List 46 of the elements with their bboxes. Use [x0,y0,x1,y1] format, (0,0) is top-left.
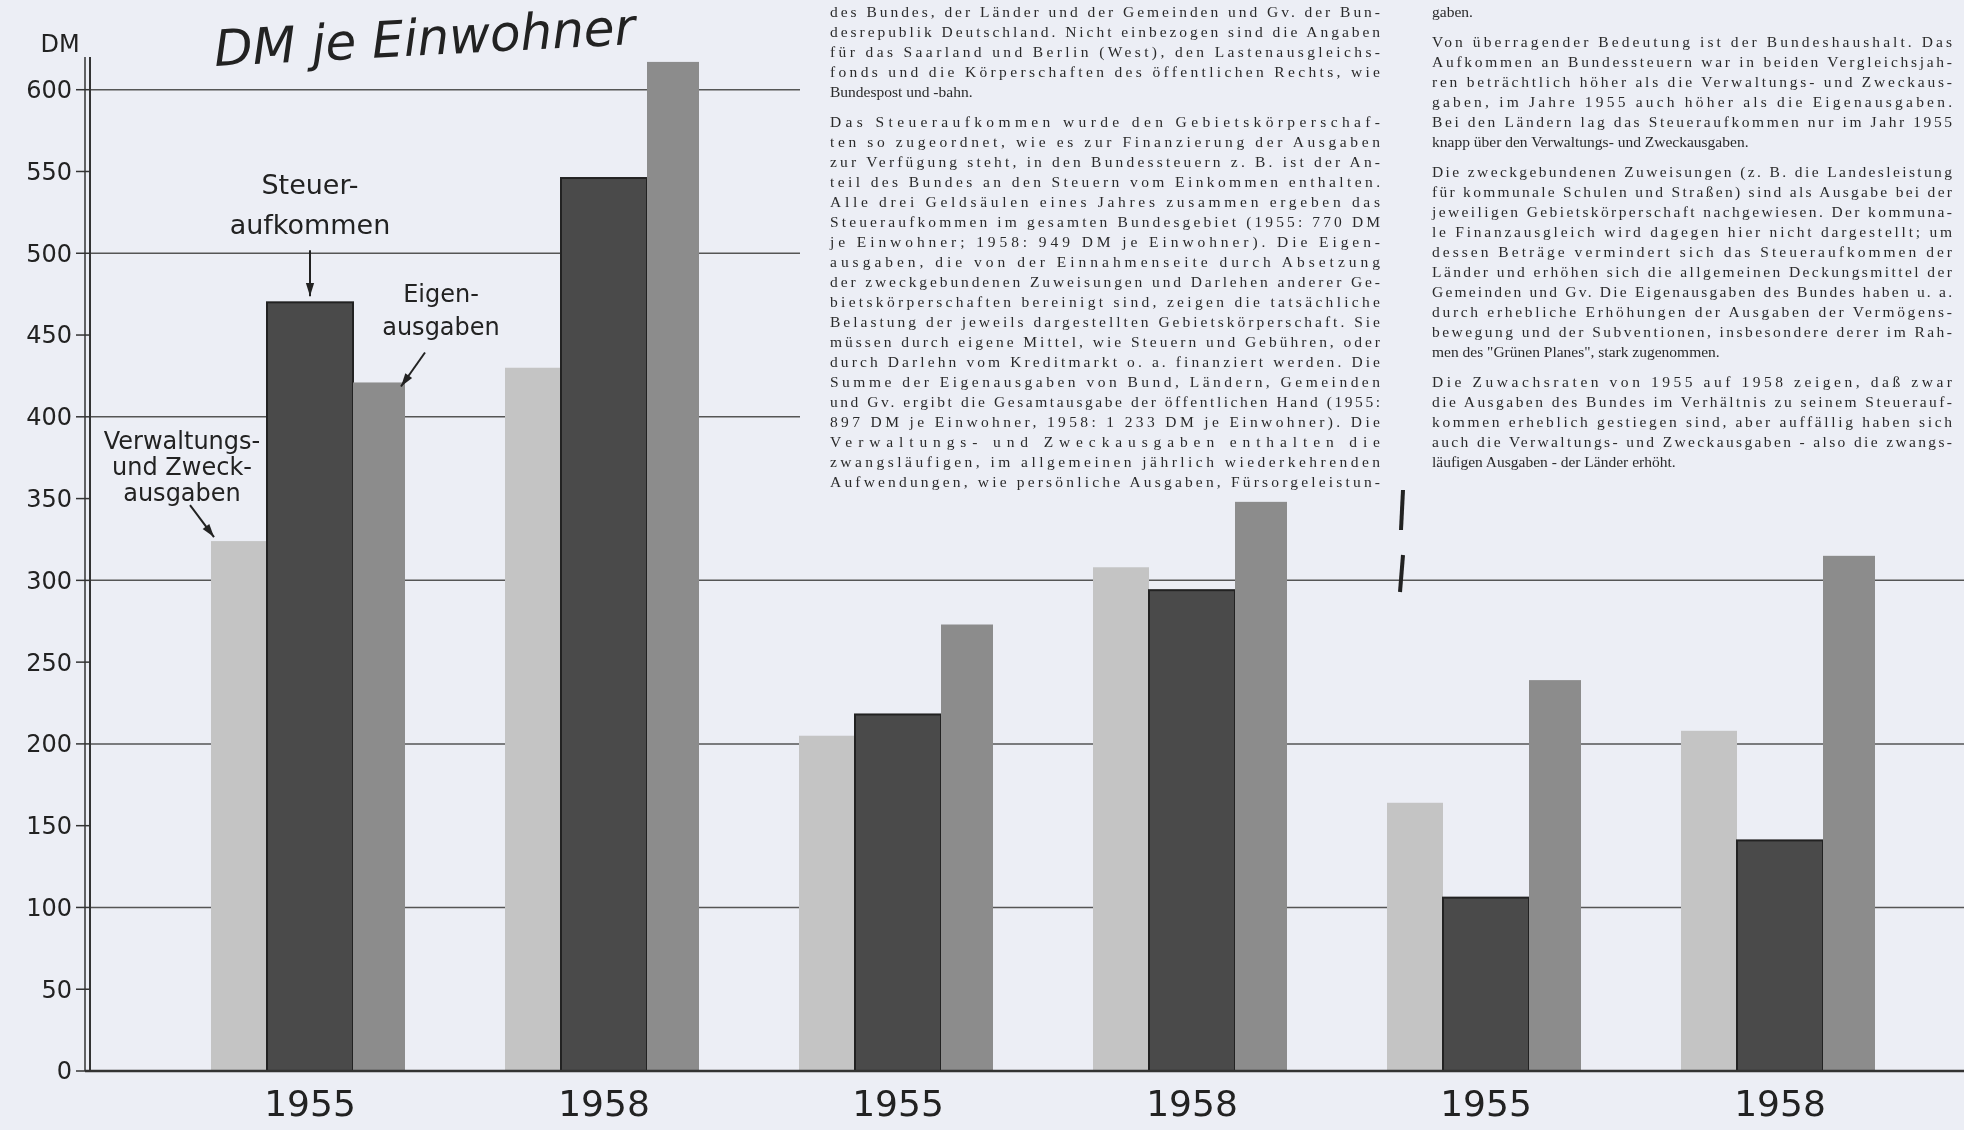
bar [1235,501,1287,1071]
bar [1148,589,1236,1072]
series-label: Eigen- ausgaben [382,280,500,342]
y-tick-label: 350 [26,484,72,513]
series-label: Verwaltungs- und Zweck- ausgaben [103,427,261,508]
annotation: Von überragender Bedeutung ist der Bundeshaushalt. Das Aufkommen an Bundessteuern war in beiden Vergleichsjah- ren beträchtlich höher als die Verwaltungs- und Zweckaus- gaben, im Jahre 1955 auch höher als die Eigenausgaben. Bei den Ländern lag das Steueraufkommen nur im Jahr 1955 knapp über den Verwaltungs- und Zweckausgaben. [1432,33,1953,150]
x-tick-label: 1958 [558,1083,650,1124]
x-tick-label: 1958 [1734,1083,1826,1124]
y-tick-label: 400 [26,403,72,432]
bar [1442,896,1530,1072]
x-tick-label: 1955 [264,1083,356,1124]
x-tick-label: 1958 [1146,1083,1238,1124]
bar [1093,567,1149,1071]
bar [353,382,405,1071]
bar [505,367,561,1071]
text: gaben. [1432,3,1473,20]
annotation: Die Zuwachsraten von 1955 auf 1958 zeigen, daß zwar die Ausgaben des Bundes im Verhältnis zu seinem Steuerauf- kommen erheblich gestiegen sind, aber auffällig haben sich auch die Verwaltungs- und Zweckausgaben - also die zwangs- läufigen Ausgaben - der Länder erhöht. [1432,373,1953,470]
y-tick-label: 150 [26,812,72,841]
bar [799,735,855,1071]
y-tick-label: 50 [41,975,72,1004]
y-tick-label: 500 [26,239,72,268]
bar [854,713,942,1072]
bar [1529,680,1581,1071]
text: Steuer- aufkommen [229,169,391,241]
chart-title: DM je Einwohner [212,0,640,78]
x-tick-label: 1955 [852,1083,944,1124]
y-tick-label: 100 [26,893,72,922]
annotation: des Bundes, der Länder und der Gemeinden und Gv. der Bun- desrepublik Deutschland. Nicht einbezogen sind die Angaben für das Saarland und Berlin (West), den Lastenausgleichs- fonds und die Körperschaften des öffentlichen Rechts, wie Bundespost und -bahn. [830,3,1381,100]
y-tick-label: 550 [26,157,72,186]
text: Das Steueraufkommen wurde den Gebietskörperschaf- ten so zugeordnet, wie es zur Finanzierung der Ausgaben zur Verfügung steht, in den Bundessteuern z. B. ist der An- teil des Bundes an den Steuern vom Einkommen enthalten. Alle drei Geldsäulen eines Jahres zusammen ergeben das Steueraufkommen im gesamten Bundesgebiet (1955: 770 DM je Einwohner; 1958: 949 DM je Einwohner). Die Eigen- ausgaben, die von der Einnahmenseite durch Absetzung der zweckgebundenen Zuweisungen und Darlehen anderer Ge- bietskörperschaften bereinigt sind, zeigen die tatsächliche Belastung der jeweils dargestellten Gebietskörperschaft. Sie müssen durch eigene Mittel, wie Steuern und Gebühren, oder durch Darlehn vom Kreditmarkt o. a. finanziert werden. Die Summe der Eigenausgaben von Bund, Ländern, Gemeinden und Gv. ergibt die Gesamtausgabe der öffentlichen Hand (1955: 897 DM je Einwohner, 1958: 1 233 DM je Einwohner). Die Verwaltungs- und Zweckausgaben enthalten die zwangsläufigen, im allgemeinen jährlich wiederkehrenden Aufwendungen, wie persönliche Ausgaben, Fürsorgeleistun- [830,113,1380,490]
bar [1736,839,1824,1072]
bar [1823,555,1875,1071]
text: Die zweckgebundenen Zuweisungen (z. B. die Landesleistung für kommunale Schulen und Straßen) sind als Ausgabe bei der jeweiligen Gebietskörperschaft nachgewiesen. Der kommuna- le Finanzausgleich wird dagegen hier nicht dargestellt; um dessen Beträge vermindert sich das Steueraufkommen der Länder und erhöhen sich die allgemeinen Deckungsmittel der Gemeinden und Gv. Die Eigenausgaben des Bundes haben u. a. durch erhebliche Erhöhungen der Ausgaben der Vermögens- bewegung und der Subventionen, insbesondere derer im Rah- men des "Grünen Planes", stark zugenommen. [1432,163,1952,360]
bar [647,61,699,1071]
y-tick-label: 600 [26,76,72,105]
y-axis-title: DM [40,30,80,58]
bar [211,541,267,1071]
y-tick-label: 300 [26,566,72,595]
bar [1681,730,1737,1071]
y-tick-label: 0 [56,1057,72,1086]
x-tick-label: 1955 [1440,1083,1532,1124]
y-tick-label: 450 [26,321,72,350]
bar [941,624,993,1071]
y-tick-label: 250 [26,648,72,677]
bar [1387,802,1443,1071]
y-tick-label: 200 [26,730,72,759]
